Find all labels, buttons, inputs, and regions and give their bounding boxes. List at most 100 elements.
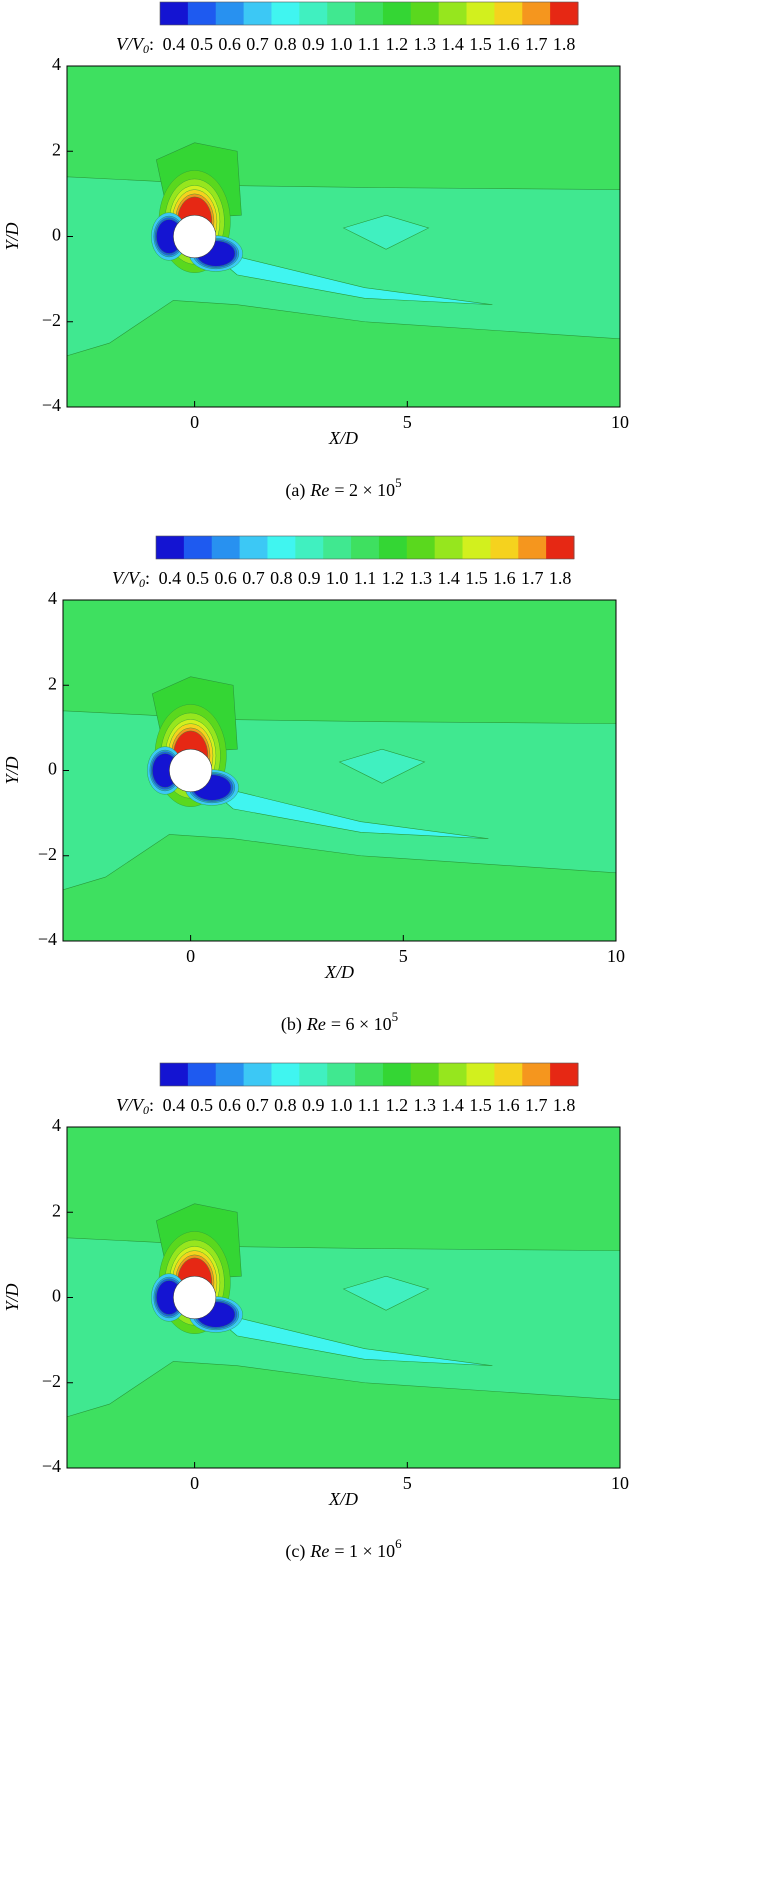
colorbar-label: V/V0: xyxy=(112,568,150,590)
caption: (c) Re = 1 × 106 xyxy=(285,1536,402,1562)
colorbar-swatch xyxy=(550,2,579,25)
colorbar-tick-label: 0.9 xyxy=(302,34,325,54)
colorbar-label-part: V/V xyxy=(112,568,141,588)
colorbar-swatch xyxy=(271,2,300,25)
cylinder xyxy=(173,1275,217,1320)
contour-field xyxy=(67,1127,620,1468)
colorbar-swatch xyxy=(299,2,328,25)
colorbar-label-part: : xyxy=(149,1095,154,1115)
colorbar-swatch xyxy=(239,536,268,559)
y-tick-label: 0 xyxy=(52,225,61,245)
colorbar-tick-label: 1.6 xyxy=(493,568,516,588)
x-tick-label: 0 xyxy=(190,412,199,432)
colorbar-tick-label: 1.2 xyxy=(386,1095,409,1115)
colorbar-tick-label: 1.2 xyxy=(382,568,405,588)
caption-value: = 1 × 10 xyxy=(334,1541,395,1561)
colorbar-label-part: 0 xyxy=(139,576,145,590)
colorbar-swatch xyxy=(522,2,551,25)
colorbar-tick-label: 1.3 xyxy=(413,1095,436,1115)
y-tick-label: −2 xyxy=(38,844,57,864)
colorbar-tick-label: 0.8 xyxy=(274,1095,297,1115)
contour-field xyxy=(67,66,620,407)
cylinder xyxy=(173,214,217,259)
colorbar-frame xyxy=(155,535,575,560)
x-axis-label: X/D xyxy=(328,428,358,448)
colorbar-tick-label: 0.9 xyxy=(302,1095,325,1115)
colorbar-swatch xyxy=(434,536,464,559)
colorbar-swatch xyxy=(156,536,185,559)
colorbar-swatch xyxy=(494,1063,523,1086)
y-tick-label: −2 xyxy=(42,1371,61,1391)
contour-band xyxy=(207,248,493,305)
colorbar-swatch xyxy=(299,1063,328,1086)
colorbar-tick-label: 0.6 xyxy=(214,568,237,588)
colorbar-tick-label: 1.5 xyxy=(469,1095,492,1115)
colorbar-label: V/V0: xyxy=(116,34,154,56)
colorbar-tick-label: 1.3 xyxy=(413,34,436,54)
x-axis-label: X/D xyxy=(324,962,354,982)
x-tick-label: 5 xyxy=(399,946,408,966)
colorbar-tick-label: 0.7 xyxy=(246,1095,269,1115)
colorbar-frame xyxy=(159,1062,579,1087)
caption-value: = 6 × 10 xyxy=(331,1014,392,1034)
colorbar-tick-label: 1.1 xyxy=(354,568,377,588)
colorbar-swatch xyxy=(522,1063,551,1086)
colorbar-swatch xyxy=(267,536,296,559)
colorbar-tick-label: 1.4 xyxy=(441,1095,464,1115)
contour-band xyxy=(342,1275,430,1311)
y-tick-label: 4 xyxy=(48,588,57,608)
colorbar-swatch xyxy=(378,536,408,559)
y-tick-label: 2 xyxy=(52,139,61,159)
y-axis-label: Y/D xyxy=(2,222,22,250)
colorbar-swatch xyxy=(327,1063,356,1086)
contour-band xyxy=(338,748,426,784)
colorbar-label: V/V0: xyxy=(116,1095,154,1117)
colorbar-swatch xyxy=(215,2,245,25)
caption-value: = 2 × 10 xyxy=(334,480,395,500)
colorbar-tick-label: 0.4 xyxy=(159,568,182,588)
x-tick-label: 0 xyxy=(186,946,195,966)
colorbar-tick-label: 1.2 xyxy=(386,34,409,54)
x-tick-label: 10 xyxy=(611,412,629,432)
colorbar-swatch xyxy=(327,2,356,25)
x-axis-label: X/D xyxy=(328,1489,358,1509)
colorbar-tick-label: 1.5 xyxy=(469,34,492,54)
colorbar-tick-label: 1.0 xyxy=(330,1095,353,1115)
colorbar-tick-label: 1.7 xyxy=(521,568,544,588)
colorbar-swatch xyxy=(243,1063,272,1086)
colorbar-tick-label: 0.5 xyxy=(187,568,210,588)
caption: (a) Re = 2 × 105 xyxy=(285,475,401,501)
panel: V/V0: 0.4 0.5 0.6 0.7 0.8 0.9 1.0 1.1 1.2 1.3 1.4 1.… xyxy=(2,1062,629,1562)
colorbar-swatch xyxy=(406,536,436,559)
colorbar-swatch xyxy=(187,1063,217,1086)
colorbar-swatch xyxy=(466,2,495,25)
colorbar-swatch xyxy=(355,1063,384,1086)
colorbar-swatch xyxy=(494,2,523,25)
panel: V/V0: 0.4 0.5 0.6 0.7 0.8 0.9 1.0 1.1 1.2 1.3 1.4 1.… xyxy=(2,1,629,501)
caption-exp: 5 xyxy=(395,475,402,490)
colorbar-swatch xyxy=(466,1063,495,1086)
colorbar-tick-label: 0.6 xyxy=(218,34,241,54)
colorbar-tick-label: 0.7 xyxy=(246,34,269,54)
colorbar-label-part: V/V xyxy=(116,1095,145,1115)
colorbar-tick-label: 1.8 xyxy=(553,34,576,54)
contour-band xyxy=(203,782,489,839)
colorbar-label-part: 0 xyxy=(143,1103,149,1117)
colorbar-swatch xyxy=(160,1063,189,1086)
y-tick-label: −4 xyxy=(42,1456,61,1476)
colorbar-swatch xyxy=(410,1063,440,1086)
colorbar-swatch xyxy=(438,2,468,25)
y-tick-label: −4 xyxy=(42,395,61,415)
colorbar-tick-label: 1.8 xyxy=(549,568,572,588)
x-tick-label: 10 xyxy=(611,1473,629,1493)
y-tick-label: 2 xyxy=(52,1200,61,1220)
caption-var: Re xyxy=(309,480,329,500)
colorbar-tick-label: 1.5 xyxy=(465,568,488,588)
caption-label: (c) xyxy=(285,1541,305,1562)
colorbar-frame xyxy=(159,1,579,26)
colorbar-tick-label: 1.7 xyxy=(525,34,548,54)
colorbar-tick-label: 0.6 xyxy=(218,1095,241,1115)
colorbar-swatch xyxy=(160,2,189,25)
colorbar-tick-label: 0.5 xyxy=(191,34,214,54)
colorbar-tick-label: 1.3 xyxy=(409,568,432,588)
